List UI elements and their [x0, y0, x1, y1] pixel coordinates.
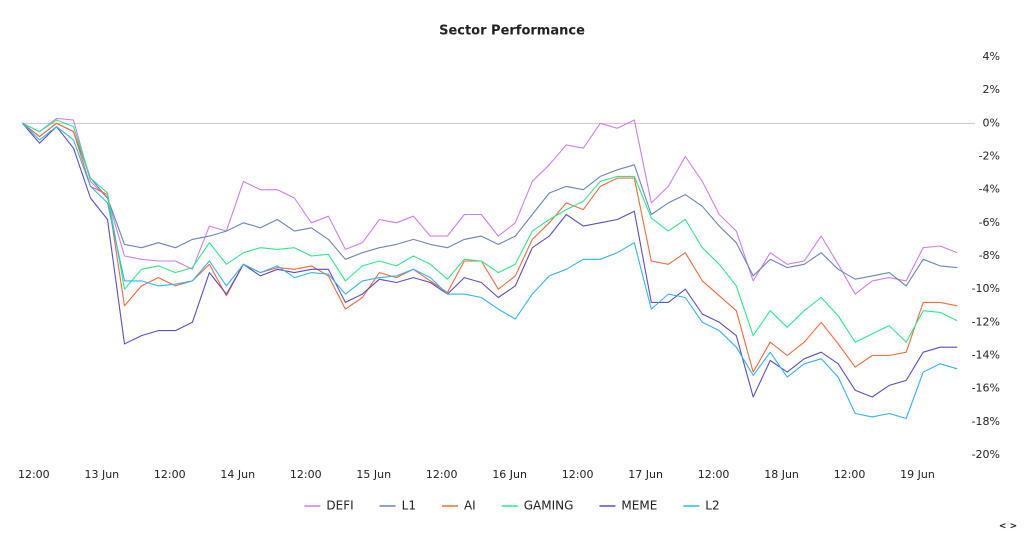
y-tick-label: -16% [972, 382, 1000, 395]
series-line [22, 122, 958, 373]
legend-label: L2 [705, 499, 719, 513]
x-tick-label: 12:00 [18, 468, 50, 481]
x-tick-label: 13 Jun [84, 468, 119, 481]
series-line [22, 119, 958, 343]
x-tick-label: 12:00 [834, 468, 866, 481]
x-tick-label: 12:00 [426, 468, 458, 481]
series-line [22, 122, 958, 420]
y-tick-label: -20% [972, 448, 1000, 461]
x-tick-label: 12:00 [562, 468, 594, 481]
x-tick-label: 16 Jun [492, 468, 527, 481]
y-tick-label: 4% [983, 50, 1000, 63]
x-tick-label: 12:00 [154, 468, 186, 481]
legend-item: L1 [379, 499, 416, 513]
legend: DEFI L1 AI GAMING MEME L2 [304, 499, 720, 513]
legend-item: AI [441, 499, 476, 513]
x-tick-label: 18 Jun [764, 468, 799, 481]
y-tick-label: -12% [972, 315, 1000, 328]
y-tick-label: 2% [983, 83, 1000, 96]
series-line [22, 117, 958, 295]
x-tick-label: 15 Jun [356, 468, 391, 481]
y-tick-label: -18% [972, 415, 1000, 428]
x-tick-label: 12:00 [290, 468, 322, 481]
y-tick-label: -4% [979, 183, 1000, 196]
series-line [22, 122, 958, 287]
legend-item: GAMING [501, 499, 574, 513]
y-tick-label: -2% [979, 150, 1000, 163]
legend-label: MEME [621, 499, 657, 513]
nav-arrows[interactable]: < > [999, 522, 1017, 532]
legend-label: DEFI [326, 499, 353, 513]
y-tick-label: -10% [972, 282, 1000, 295]
y-tick-label: -14% [972, 349, 1000, 362]
x-tick-label: 19 Jun [900, 468, 935, 481]
x-tick-label: 12:00 [698, 468, 730, 481]
x-tick-label: 17 Jun [628, 468, 663, 481]
legend-label: GAMING [524, 499, 574, 513]
legend-label: AI [464, 499, 476, 513]
chart-title: Sector Performance [439, 24, 585, 39]
legend-item: DEFI [304, 499, 354, 513]
legend-item: L2 [683, 499, 720, 513]
y-tick-label: -8% [979, 249, 1000, 262]
series-line [22, 122, 958, 398]
y-tick-label: 0% [983, 116, 1000, 129]
legend-item: MEME [599, 499, 657, 513]
y-tick-label: -6% [979, 216, 1000, 229]
x-tick-label: 14 Jun [220, 468, 255, 481]
legend-label: L1 [402, 499, 416, 513]
